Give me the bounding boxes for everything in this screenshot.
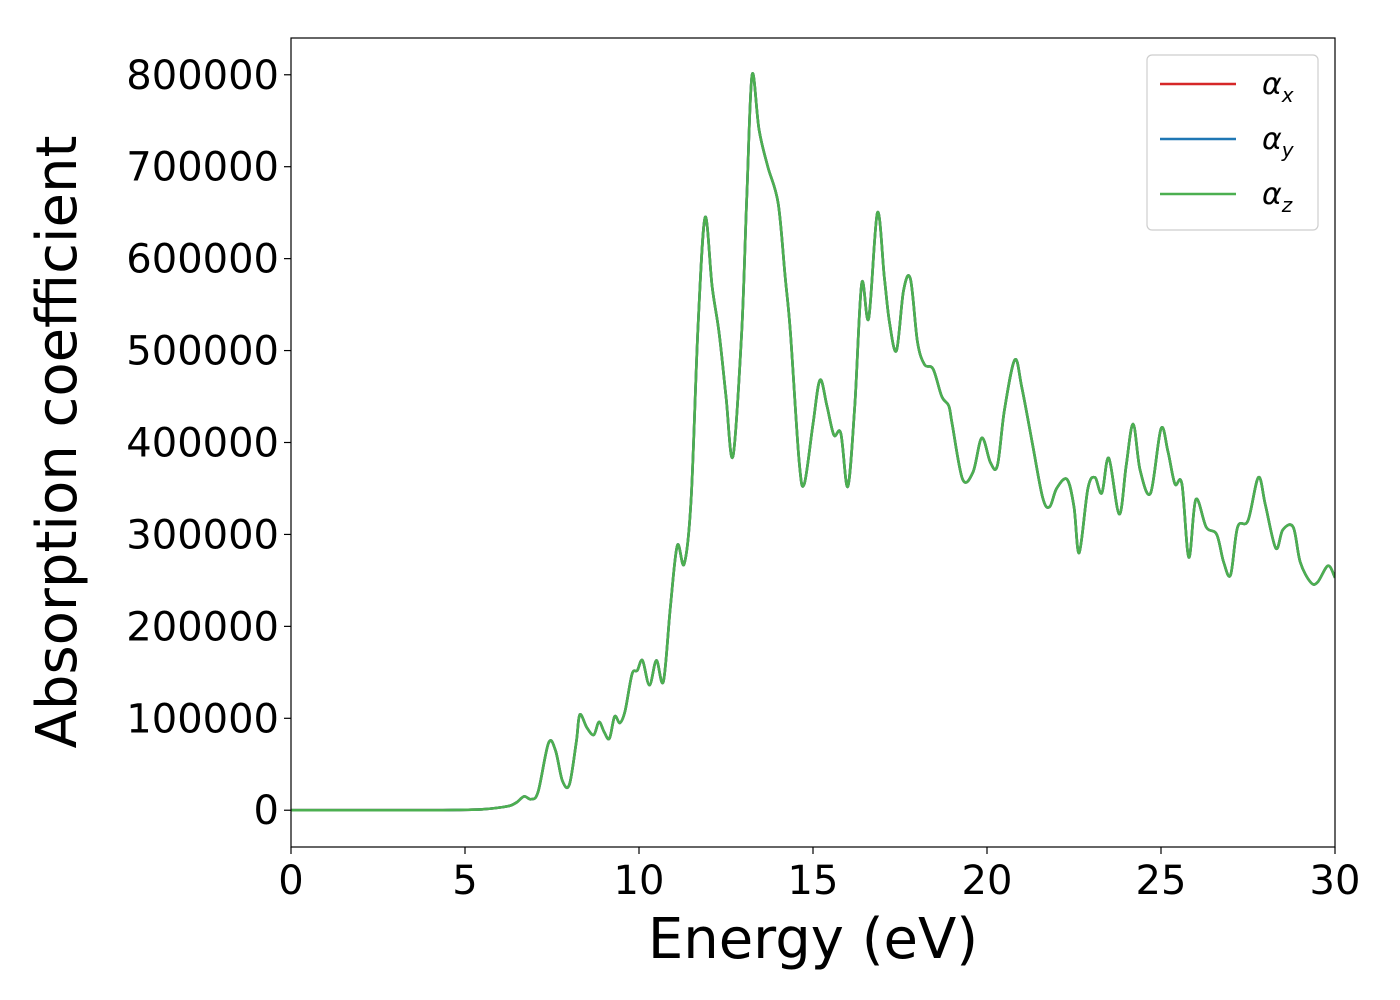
y-tick-label: 600000 bbox=[126, 237, 279, 283]
x-tick-label: 20 bbox=[962, 858, 1013, 904]
legend-subscript: z bbox=[1281, 193, 1293, 217]
y-axis-title: Absorption coefficient bbox=[25, 136, 90, 749]
y-tick-label: 0 bbox=[254, 788, 279, 834]
legend-box bbox=[1146, 54, 1319, 231]
legend-symbol: α bbox=[1262, 67, 1282, 102]
y-tick-label: 200000 bbox=[126, 604, 279, 650]
legend-label-alpha-y: αy bbox=[1262, 122, 1295, 162]
x-tick-label: 5 bbox=[452, 858, 477, 904]
x-tick-label: 10 bbox=[614, 858, 665, 904]
legend-label-alpha-x: αx bbox=[1262, 67, 1294, 107]
y-axis: 0 100000 200000 300000 400000 500000 600000 700… bbox=[126, 53, 291, 834]
y-tick-label: 100000 bbox=[126, 696, 279, 742]
x-axis: 0 5 10 15 20 25 30 bbox=[278, 847, 1360, 904]
x-tick-label: 15 bbox=[788, 858, 839, 904]
x-tick-label: 25 bbox=[1136, 858, 1187, 904]
y-tick-label: 300000 bbox=[126, 512, 279, 558]
legend-symbol: α bbox=[1262, 122, 1282, 157]
legend-symbol: α bbox=[1262, 177, 1282, 212]
legend-subscript: y bbox=[1281, 138, 1295, 162]
x-tick-label: 30 bbox=[1310, 858, 1361, 904]
y-tick-label: 500000 bbox=[126, 329, 279, 375]
plot-area bbox=[291, 72, 1335, 812]
x-tick-label: 0 bbox=[278, 858, 303, 904]
legend-label-alpha-z: αz bbox=[1262, 177, 1293, 217]
x-axis-title: Energy (eV) bbox=[648, 907, 978, 972]
y-tick-label: 800000 bbox=[126, 53, 279, 99]
legend-subscript: x bbox=[1281, 83, 1294, 107]
y-tick-label: 700000 bbox=[126, 145, 279, 191]
series-line-alpha-z bbox=[291, 72, 1335, 812]
y-tick-label: 400000 bbox=[126, 421, 279, 467]
